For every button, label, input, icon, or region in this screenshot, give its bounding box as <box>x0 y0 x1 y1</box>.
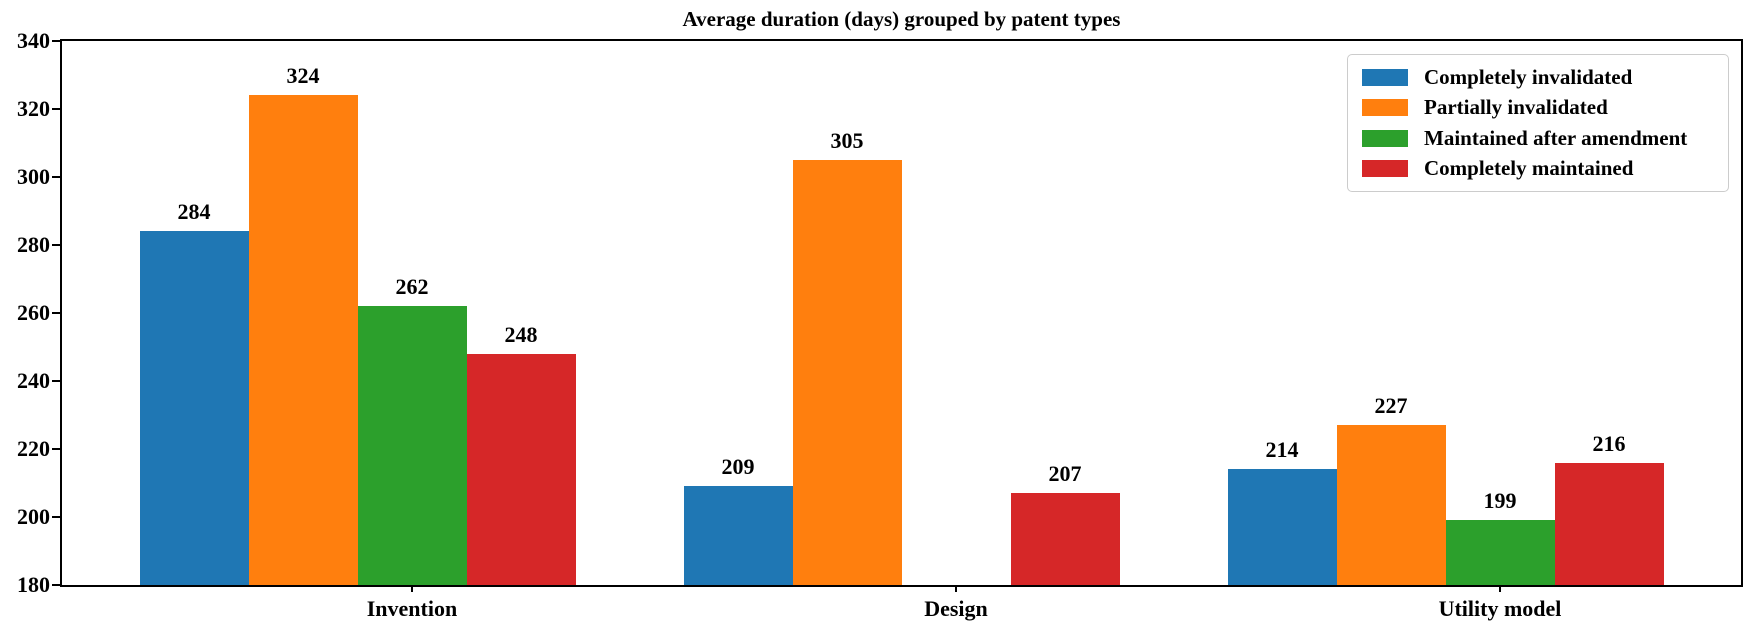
legend-swatch <box>1362 160 1408 178</box>
bar-value-label: 305 <box>830 128 864 153</box>
bar-value-label: 199 <box>1483 488 1517 514</box>
y-tick-label: 340 <box>17 28 50 53</box>
y-tick-label: 320 <box>17 96 50 121</box>
bar-value-label: 284 <box>177 199 211 225</box>
bar-value-label: 207 <box>1048 461 1082 487</box>
legend-label: Partially invalidated <box>1424 95 1608 120</box>
x-tick-label-design: Design <box>924 596 988 621</box>
legend-label: Completely invalidated <box>1424 64 1633 89</box>
bar-invention-4 <box>466 353 576 585</box>
y-tick-label: 240 <box>17 368 50 393</box>
bar-value-label: 248 <box>504 321 538 347</box>
legend-label: Maintained after amendment <box>1424 125 1688 150</box>
y-tick-label: 180 <box>17 572 50 597</box>
bar-invention-2 <box>248 95 358 585</box>
bar-utility-model-1 <box>1227 469 1337 585</box>
legend-item: Partially invalidated <box>1358 93 1718 123</box>
x-tick-label-utility-model: Utility model <box>1438 596 1562 621</box>
bar-value-label: 262 <box>395 274 429 300</box>
bar-value-label: 214 <box>1265 437 1299 463</box>
y-tick-label: 220 <box>17 436 50 461</box>
legend-swatch <box>1362 99 1408 117</box>
bar-design-1 <box>683 486 793 585</box>
legend-swatch <box>1362 68 1408 86</box>
legend-item: Completely maintained <box>1358 154 1718 184</box>
bar-value-label: 216 <box>1592 430 1626 456</box>
bar-invention-3 <box>357 306 467 585</box>
chart-title: Average duration (days) grouped by paten… <box>682 7 1121 31</box>
y-tick-label: 260 <box>17 300 50 325</box>
legend: Completely invalidated Partially invalida… <box>1347 54 1729 192</box>
legend-item: Maintained after amendment <box>1358 123 1718 153</box>
y-tick-label: 300 <box>17 164 50 189</box>
y-tick-label: 280 <box>17 232 50 257</box>
bar-design-4 <box>1010 493 1120 585</box>
bar-utility-model-3 <box>1445 520 1555 585</box>
legend-label: Completely maintained <box>1424 156 1634 181</box>
bar-design-2 <box>792 160 902 585</box>
bar-value-label: 209 <box>721 454 755 480</box>
x-tick-label-invention: Invention <box>366 596 458 621</box>
bar-value-label: 324 <box>286 63 320 89</box>
bar-invention-1 <box>139 231 249 585</box>
legend-swatch <box>1362 129 1408 147</box>
legend-item: Completely invalidated <box>1358 62 1718 92</box>
bar-utility-model-4 <box>1554 462 1664 585</box>
bar-utility-model-2 <box>1336 425 1446 585</box>
y-tick-label: 200 <box>17 504 50 529</box>
bar-value-label: 227 <box>1374 393 1408 419</box>
